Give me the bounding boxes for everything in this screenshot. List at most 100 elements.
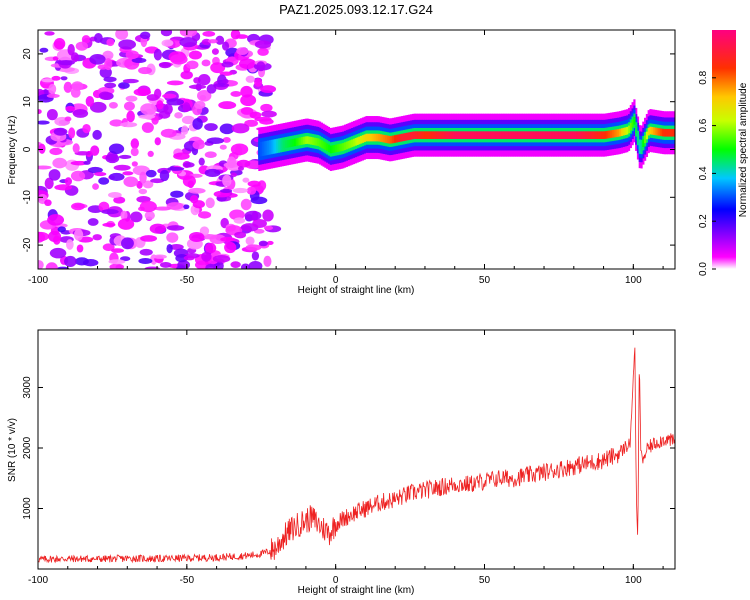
noise-blob [139, 248, 153, 256]
ridge-cell [554, 131, 557, 139]
ridge-cell [260, 145, 263, 153]
ridge-cell [515, 131, 518, 139]
noise-blob [48, 169, 61, 181]
noise-blob [167, 166, 185, 171]
ridge-cell [590, 131, 593, 139]
ridge-cell [497, 131, 500, 139]
noise-blob [166, 243, 173, 254]
noise-blob [38, 120, 50, 125]
ridge-cell [397, 134, 400, 143]
colorbar-tick-label: 0.2 [698, 214, 709, 228]
noise-blob [47, 214, 65, 226]
ridge-cell [420, 131, 423, 139]
ridge-cell [331, 145, 334, 153]
noise-blob [160, 128, 177, 138]
noise-blob [57, 60, 75, 66]
noise-blob [169, 243, 184, 250]
ridge-cell [494, 131, 497, 139]
ridge-cell [283, 140, 286, 149]
noise-blob [251, 251, 260, 261]
ridge-cell [585, 131, 588, 139]
ridge-cell [292, 138, 295, 147]
spectrogram-ytick-label: 10 [22, 96, 33, 108]
noise-blob [49, 147, 63, 156]
noise-blob [221, 41, 230, 51]
colorbar-gradient [712, 30, 736, 269]
ridge-cell [645, 131, 649, 140]
ridge-cell [354, 138, 357, 146]
noise-blob [52, 157, 68, 169]
noise-blob [57, 66, 75, 73]
ridge-cell [406, 132, 409, 141]
ridge-cell [263, 144, 266, 153]
ridge-cell [351, 139, 354, 148]
ridge-cell [324, 142, 327, 151]
ridge-cell [531, 131, 534, 139]
ridge-cell [272, 142, 275, 151]
ridge-cell [472, 131, 475, 139]
noise-blob [235, 34, 249, 39]
ridge-cell [610, 130, 613, 138]
noise-blob [197, 74, 211, 86]
colorbar-tick-label: 0.0 [698, 262, 709, 276]
noise-blob [205, 263, 216, 269]
noise-blob [103, 76, 117, 83]
noise-blob [220, 188, 233, 194]
noise-blob [156, 100, 164, 110]
snr-ylabel: SNR (10 * v/v) [7, 418, 18, 482]
noise-blob [183, 204, 190, 210]
noise-blob [41, 78, 55, 83]
ridge-cell [347, 140, 350, 149]
ridge-cell [569, 131, 572, 139]
ridge-cell [329, 145, 332, 154]
noise-blob [194, 100, 206, 110]
ridge-cell [615, 129, 618, 138]
noise-blob [76, 244, 84, 253]
ridge-cell [544, 131, 547, 139]
ridge-cell [577, 131, 581, 139]
ridge-cell [652, 127, 656, 135]
noise-blob [244, 119, 259, 127]
ridge-cell [520, 131, 523, 139]
noise-blob [130, 211, 143, 223]
ridge-cell [579, 131, 582, 139]
noise-blob [182, 175, 196, 188]
noise-blob [263, 255, 272, 267]
noise-blob [201, 59, 211, 67]
noise-blob [201, 251, 212, 262]
ridge-cell [333, 144, 336, 153]
noise-blob [56, 266, 69, 269]
ridge-cell [583, 131, 586, 139]
ridge-cell [369, 133, 372, 142]
noise-blob [45, 262, 58, 269]
noise-blob [120, 256, 131, 262]
ridge-cell [556, 131, 559, 139]
ridge-cell [470, 131, 473, 139]
noise-blob [158, 62, 172, 69]
noise-blob [142, 180, 154, 189]
noise-blob [38, 143, 46, 154]
noise-blob [245, 236, 255, 246]
noise-blob [93, 33, 103, 44]
noise-blob [144, 210, 155, 220]
noise-blob [230, 261, 241, 268]
ridge-cell [501, 131, 504, 139]
noise-blob [260, 85, 277, 94]
ridge-cell [547, 131, 550, 139]
snr-line [38, 347, 675, 564]
ridge-cell [426, 131, 429, 139]
noise-blob [102, 243, 115, 251]
noise-blob [182, 102, 191, 113]
ridge-cell [594, 131, 597, 139]
noise-blob [105, 153, 120, 164]
ridge-cell [511, 131, 515, 139]
noise-blob [72, 143, 80, 154]
noise-blob [44, 199, 52, 207]
noise-blob [221, 61, 234, 68]
ridge-cell [436, 131, 440, 139]
noise-blob [125, 50, 139, 60]
ridge-cell [661, 128, 665, 137]
noise-blob [89, 54, 106, 65]
noise-blob [71, 81, 84, 91]
